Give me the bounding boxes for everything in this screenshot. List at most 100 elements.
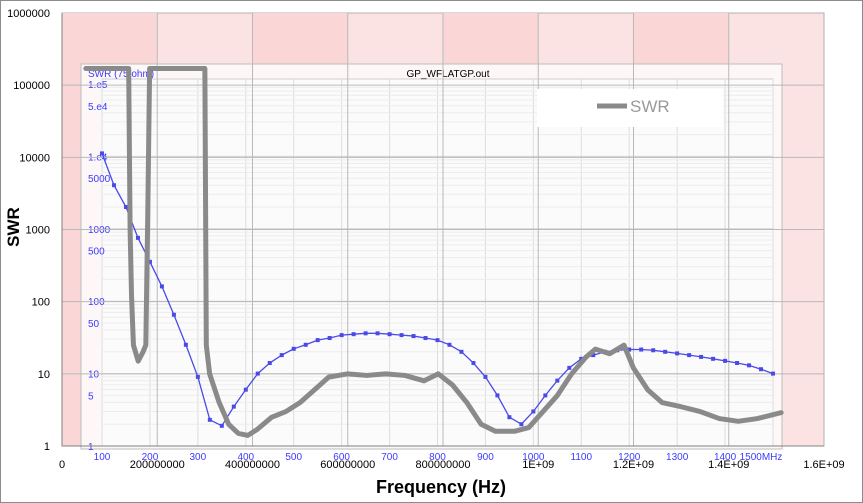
x-tick-label: 1.4E+09	[708, 459, 749, 471]
inset-series-point	[759, 367, 764, 372]
inset-series-point	[327, 336, 332, 341]
inset-series-point	[435, 338, 440, 343]
inset-x-tick-label: 800	[429, 452, 446, 463]
inset-series-point	[699, 354, 704, 359]
inset-series-point	[339, 333, 344, 338]
inset-series-point	[519, 422, 524, 427]
inset-x-tick-label: 1300	[666, 452, 689, 463]
inset-series-point	[651, 348, 656, 353]
inset-series-point	[123, 205, 128, 210]
inset-series-point	[459, 349, 464, 354]
inset-series-point	[267, 361, 272, 366]
inset-series-point	[771, 371, 775, 376]
y-tick-label: 1	[44, 441, 50, 453]
inset-series-point	[495, 393, 500, 398]
x-tick-label: 1.6E+09	[803, 459, 844, 471]
legend-label: SWR	[630, 97, 670, 116]
inset-series-point	[255, 371, 260, 376]
inset-y-axis-label: SWR (75 ohm)	[88, 69, 154, 80]
y-tick-label: 10000	[19, 152, 50, 164]
inset-series-point	[567, 365, 572, 370]
inset-series-point	[711, 356, 716, 361]
y-tick-label: 100000	[13, 80, 50, 92]
inset-x-tick-label: 1000	[522, 452, 545, 463]
inset-series-point	[399, 333, 404, 338]
x-tick-label: 1E+09	[522, 459, 554, 471]
x-tick-label: 200000000	[130, 459, 185, 471]
inset-series-point	[279, 353, 284, 358]
inset-x-tick-label: 1200	[618, 452, 641, 463]
x-tick-label: 400000000	[225, 459, 280, 471]
inset-series-point	[627, 347, 632, 352]
inset-series-point	[555, 378, 560, 383]
inset-series-point	[315, 338, 320, 343]
x-tick-label: 800000000	[415, 459, 470, 471]
x-tick-label: 600000000	[320, 459, 375, 471]
inset-series-point	[231, 404, 236, 409]
inset-series-point	[183, 342, 188, 347]
inset-series-point	[159, 284, 164, 289]
inset-series-point	[291, 346, 296, 351]
y-tick-label: 1000	[26, 225, 50, 237]
inset-x-tick-label: 500	[285, 452, 302, 463]
inset-y-tick-label: 5.e4	[88, 102, 108, 113]
inset-y-tick-label: 5	[88, 391, 94, 402]
inset-series-point	[135, 235, 140, 240]
inset-series-point	[100, 151, 104, 156]
inset-x-tick-label: 100	[94, 452, 111, 463]
inset-series-point	[111, 183, 116, 188]
inset-x-tick-label: 400	[237, 452, 254, 463]
inset-series-point	[387, 332, 392, 337]
inset-series-point	[207, 417, 212, 422]
y-tick-label: 100	[32, 297, 50, 309]
inset-series-point	[531, 409, 536, 414]
inset-series-point	[147, 259, 152, 264]
inset-series-point	[507, 415, 512, 420]
inset-x-tick-label: 1100	[571, 452, 593, 463]
inset-x-tick-label: 300	[190, 452, 207, 463]
inset-series-point	[375, 331, 380, 336]
inset-x-tick-label: 1500MHz	[740, 452, 783, 463]
inset-x-tick-label: 200	[142, 452, 159, 463]
inset-series-point	[591, 353, 596, 358]
inset-series-point	[675, 351, 680, 356]
swr-series-line	[83, 66, 784, 438]
inset-series-point	[747, 363, 752, 368]
inset-series-point	[243, 387, 248, 392]
inset-x-tick-label: 1400	[714, 452, 737, 463]
inset-series-point	[687, 353, 692, 358]
inset-y-tick-label: 1.e4	[88, 152, 108, 163]
inset-series-point	[303, 342, 308, 347]
inset-y-tick-label: 5000	[88, 174, 111, 185]
inset-y-tick-label: 1	[88, 442, 94, 453]
inset-series-point	[195, 374, 200, 379]
inset-series-point	[483, 374, 488, 379]
inset-series-point	[423, 336, 428, 341]
inset-series-point	[639, 347, 644, 352]
inset-series-point	[351, 332, 356, 337]
inset-series-point	[723, 358, 728, 363]
inset-x-tick-label: 900	[477, 452, 494, 463]
inset-x-tick-label: 700	[381, 452, 398, 463]
inset-y-tick-label: 50	[88, 319, 100, 330]
y-axis-title: SWR	[4, 207, 23, 247]
inset-y-tick-label: 100	[88, 297, 105, 308]
inset-series-point	[219, 423, 224, 428]
inset-series-point	[363, 331, 368, 336]
inset-series-point	[543, 393, 548, 398]
inset-series-point	[171, 312, 176, 317]
inset-x-tick-label: 600	[333, 452, 350, 463]
y-tick-label: 1000000	[7, 8, 50, 20]
inset-series-point	[735, 361, 740, 366]
inset-title: GP_WFLATGP.out	[407, 69, 490, 80]
legend-box	[537, 89, 723, 127]
x-tick-label: 1.2E+09	[613, 459, 654, 471]
y-tick-label: 10	[38, 369, 50, 381]
inset-series-point	[663, 349, 668, 354]
inset-y-tick-label: 10	[88, 370, 100, 381]
inset-series-point	[471, 361, 476, 366]
inset-y-tick-label: 1000	[88, 225, 111, 236]
inset-series-point	[411, 334, 416, 339]
